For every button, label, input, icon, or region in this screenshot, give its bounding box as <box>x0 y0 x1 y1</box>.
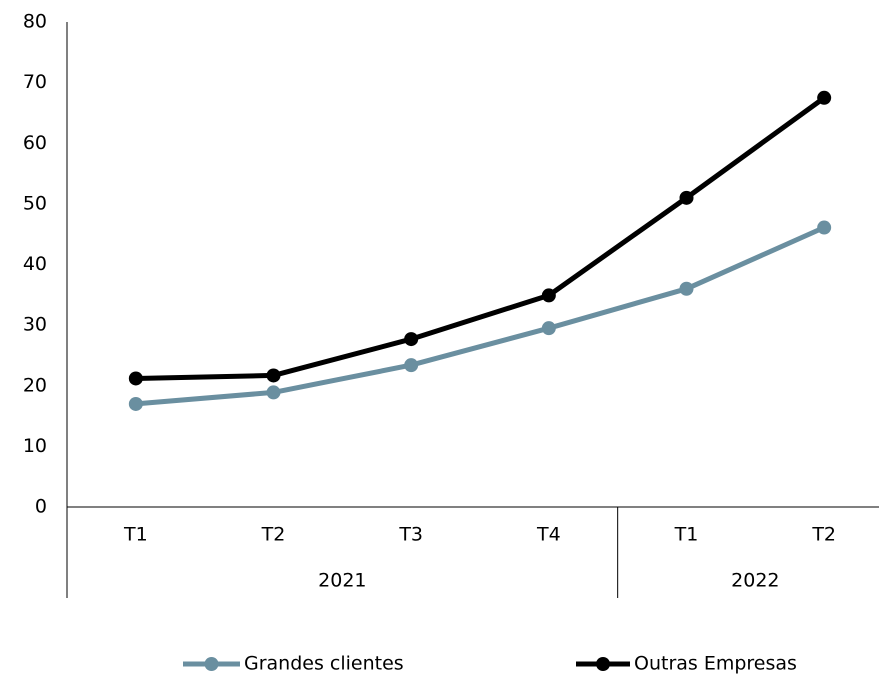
x-tick-label: T1 <box>123 524 148 546</box>
x-group-label: 2021 <box>318 570 366 592</box>
y-tick-label: 20 <box>23 374 47 396</box>
x-group-label: 2022 <box>731 570 779 592</box>
series-line <box>133 225 827 407</box>
legend-item: Outras Empresas <box>576 653 797 674</box>
axes: 0 10 20 30 40 50 60 70 80 T1 T2 T3 T4 T1 T2 2021 2022 <box>23 11 879 598</box>
data-point <box>541 321 556 336</box>
legend-label: Outras Empresas <box>634 653 797 674</box>
series-0 <box>128 220 832 411</box>
x-tick-label: T1 <box>674 524 699 546</box>
legend: Grandes clientes Outras Empresas <box>183 653 797 674</box>
y-tick-label: 50 <box>23 192 47 214</box>
y-tick-label: 30 <box>23 314 47 336</box>
x-tick-label: T2 <box>261 524 286 546</box>
legend-swatch-marker <box>204 657 219 671</box>
series-line <box>133 95 827 381</box>
data-point <box>404 358 419 373</box>
x-tick-label: T4 <box>536 524 561 546</box>
data-point <box>817 90 832 105</box>
x-tick-label: T2 <box>811 524 836 546</box>
legend-label: Grandes clientes <box>244 653 404 674</box>
data-point <box>817 220 832 235</box>
y-tick-label: 40 <box>23 253 47 275</box>
y-tick-label: 60 <box>23 132 47 154</box>
y-tick-label: 80 <box>23 11 47 33</box>
data-point <box>679 281 694 296</box>
series-1 <box>128 90 832 386</box>
data-point <box>128 371 143 386</box>
data-point <box>266 368 281 383</box>
series-layer <box>128 90 832 411</box>
data-point <box>404 332 419 347</box>
y-tick-label: 0 <box>35 496 47 518</box>
legend-swatch-marker <box>596 657 610 671</box>
data-point <box>541 288 556 303</box>
x-tick-label: T3 <box>398 524 423 546</box>
data-point <box>128 396 143 411</box>
y-tick-label: 70 <box>23 71 47 93</box>
data-point <box>266 385 281 400</box>
y-tick-label: 10 <box>23 435 47 457</box>
legend-item: Grandes clientes <box>183 653 404 674</box>
data-point <box>679 190 694 205</box>
